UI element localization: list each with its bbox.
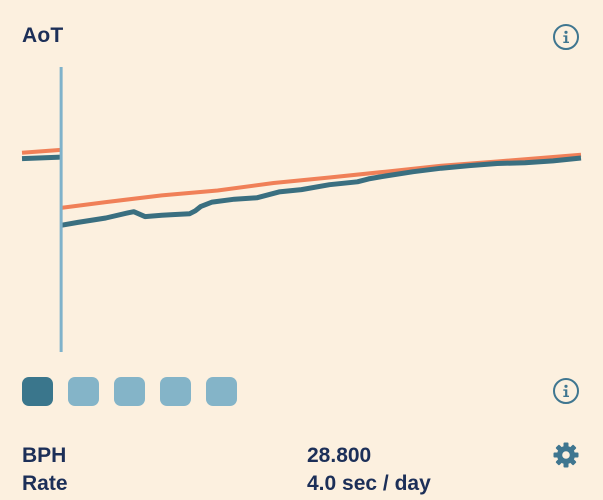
series-1-segment-1	[21, 147, 62, 155]
info-icon[interactable]	[553, 24, 579, 50]
swatch-1[interactable]	[22, 377, 53, 406]
swatch-selector	[22, 377, 237, 406]
readout-bph: BPH 28.800	[22, 444, 371, 468]
series-2-segment-2	[60, 155, 582, 228]
readout-label-bph: BPH	[22, 444, 67, 467]
readout-value-rate: 4.0 sec / day	[307, 472, 431, 495]
page-title: AoT	[22, 24, 64, 47]
swatch-4[interactable]	[160, 377, 191, 406]
info-icon[interactable]	[553, 378, 579, 404]
line-chart	[21, 67, 582, 352]
readout-rate: Rate 4.0 sec / day	[22, 472, 431, 496]
readout-label-rate: Rate	[22, 472, 68, 495]
series-2-segment-1	[21, 154, 62, 162]
swatch-3[interactable]	[114, 377, 145, 406]
readout-value-bph: 28.800	[307, 444, 372, 467]
swatch-5[interactable]	[206, 377, 237, 406]
swatch-2[interactable]	[68, 377, 99, 406]
gear-icon[interactable]	[552, 441, 580, 469]
